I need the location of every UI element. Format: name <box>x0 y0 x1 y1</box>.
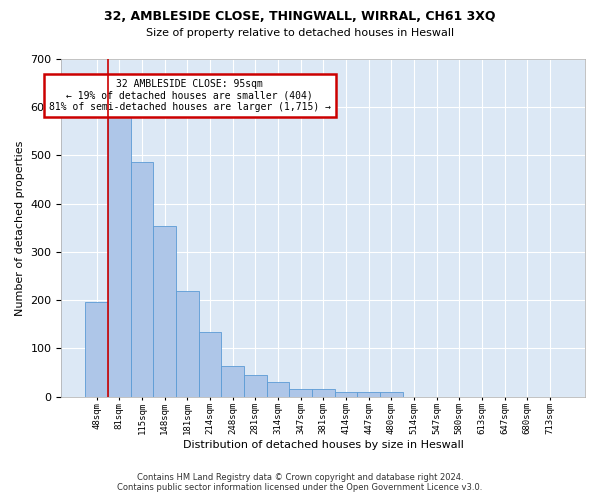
Text: 32, AMBLESIDE CLOSE, THINGWALL, WIRRAL, CH61 3XQ: 32, AMBLESIDE CLOSE, THINGWALL, WIRRAL, … <box>104 10 496 23</box>
Bar <box>335 392 357 396</box>
Y-axis label: Number of detached properties: Number of detached properties <box>15 140 25 316</box>
Bar <box>357 392 380 396</box>
Bar <box>312 389 335 396</box>
Bar <box>153 226 176 396</box>
X-axis label: Distribution of detached houses by size in Heswall: Distribution of detached houses by size … <box>183 440 464 450</box>
Bar <box>176 292 199 397</box>
Text: Size of property relative to detached houses in Heswall: Size of property relative to detached ho… <box>146 28 454 38</box>
Bar <box>221 366 244 396</box>
Bar <box>289 389 312 396</box>
Bar <box>244 376 266 396</box>
Bar <box>266 382 289 396</box>
Bar <box>131 162 153 396</box>
Bar <box>108 116 131 396</box>
Bar <box>85 302 108 396</box>
Text: 32 AMBLESIDE CLOSE: 95sqm
← 19% of detached houses are smaller (404)
81% of semi: 32 AMBLESIDE CLOSE: 95sqm ← 19% of detac… <box>49 80 331 112</box>
Text: Contains HM Land Registry data © Crown copyright and database right 2024.
Contai: Contains HM Land Registry data © Crown c… <box>118 473 482 492</box>
Bar <box>199 332 221 396</box>
Bar <box>380 392 403 396</box>
